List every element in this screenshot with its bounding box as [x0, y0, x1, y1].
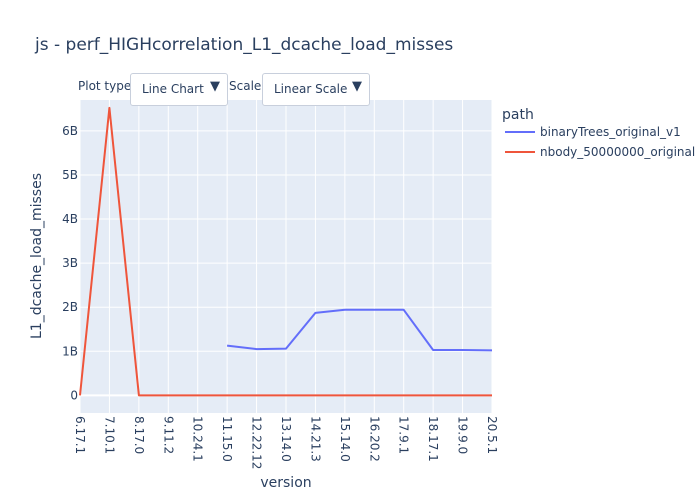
- y-tick-label: 2B: [62, 300, 78, 314]
- chevron-down-icon: ▼: [210, 79, 220, 94]
- x-gridlines: [79, 100, 493, 413]
- x-tick-labels: 6.17.1 7.10.1 8.17.0 9.11.2 10.24.1 11.15.0 12…: [73, 416, 499, 469]
- y-axis-label: L1_dcache_load_misses: [29, 173, 45, 339]
- y-tick-label: 1B: [62, 344, 78, 358]
- x-tick-label: 9.11.2: [161, 416, 175, 454]
- x-tick-label: 6.17.1: [73, 416, 87, 454]
- x-tick-label: 14.21.3: [308, 416, 322, 462]
- plot-type-dropdown[interactable]: Line Chart ▼: [130, 73, 228, 106]
- scale-dropdown[interactable]: Linear Scale ▼: [262, 73, 370, 106]
- x-axis-label: version: [260, 475, 311, 491]
- plot-type-label: Plot type:: [78, 79, 136, 93]
- x-tick-label: 19.9.0: [456, 416, 470, 454]
- x-tick-label: 12.22.12: [250, 416, 264, 469]
- x-tick-label: 18.17.1: [426, 416, 440, 462]
- legend-item-label: binaryTrees_original_v1: [540, 125, 681, 139]
- chevron-down-icon: ▼: [352, 79, 362, 94]
- x-tick-label: 15.14.0: [338, 416, 352, 462]
- scale-value: Linear Scale: [274, 82, 348, 96]
- series-layer: [79, 106, 493, 397]
- chart-title: js - perf_HIGHcorrelation_L1_dcache_load…: [34, 35, 453, 55]
- x-tick-label: 8.17.0: [132, 416, 146, 454]
- legend-title: path: [502, 107, 534, 123]
- y-tick-labels: 0 1B 2B 3B 4B 5B 6B: [62, 124, 78, 403]
- legend-item-label: nbody_50000000_original: [540, 145, 695, 159]
- series-line-binaryTrees_original_v1: [226, 308, 493, 352]
- x-tick-label: 10.24.1: [191, 416, 205, 462]
- y-tick-label: 0: [70, 388, 78, 402]
- x-tick-label: 17.9.1: [397, 416, 411, 454]
- y-tick-label: 5B: [62, 168, 78, 182]
- x-tick-label: 16.20.2: [367, 416, 381, 462]
- x-tick-label: 13.14.0: [279, 416, 293, 462]
- x-tick-label: 7.10.1: [102, 416, 116, 454]
- legend-items: binaryTrees_original_v1 nbody_50000000_or…: [505, 125, 695, 159]
- series-line-nbody_50000000_original: [79, 106, 492, 397]
- x-tick-label: 11.15.0: [220, 416, 234, 462]
- plot-type-value: Line Chart: [142, 82, 204, 96]
- y-tick-label: 4B: [62, 212, 78, 226]
- y-tick-label: 3B: [62, 256, 78, 270]
- legend: path binaryTrees_original_v1 nbody_500000…: [502, 107, 695, 159]
- y-tick-label: 6B: [62, 124, 78, 138]
- x-tick-label: 20.5.1: [485, 416, 499, 454]
- scale-label: Scale:: [229, 79, 266, 93]
